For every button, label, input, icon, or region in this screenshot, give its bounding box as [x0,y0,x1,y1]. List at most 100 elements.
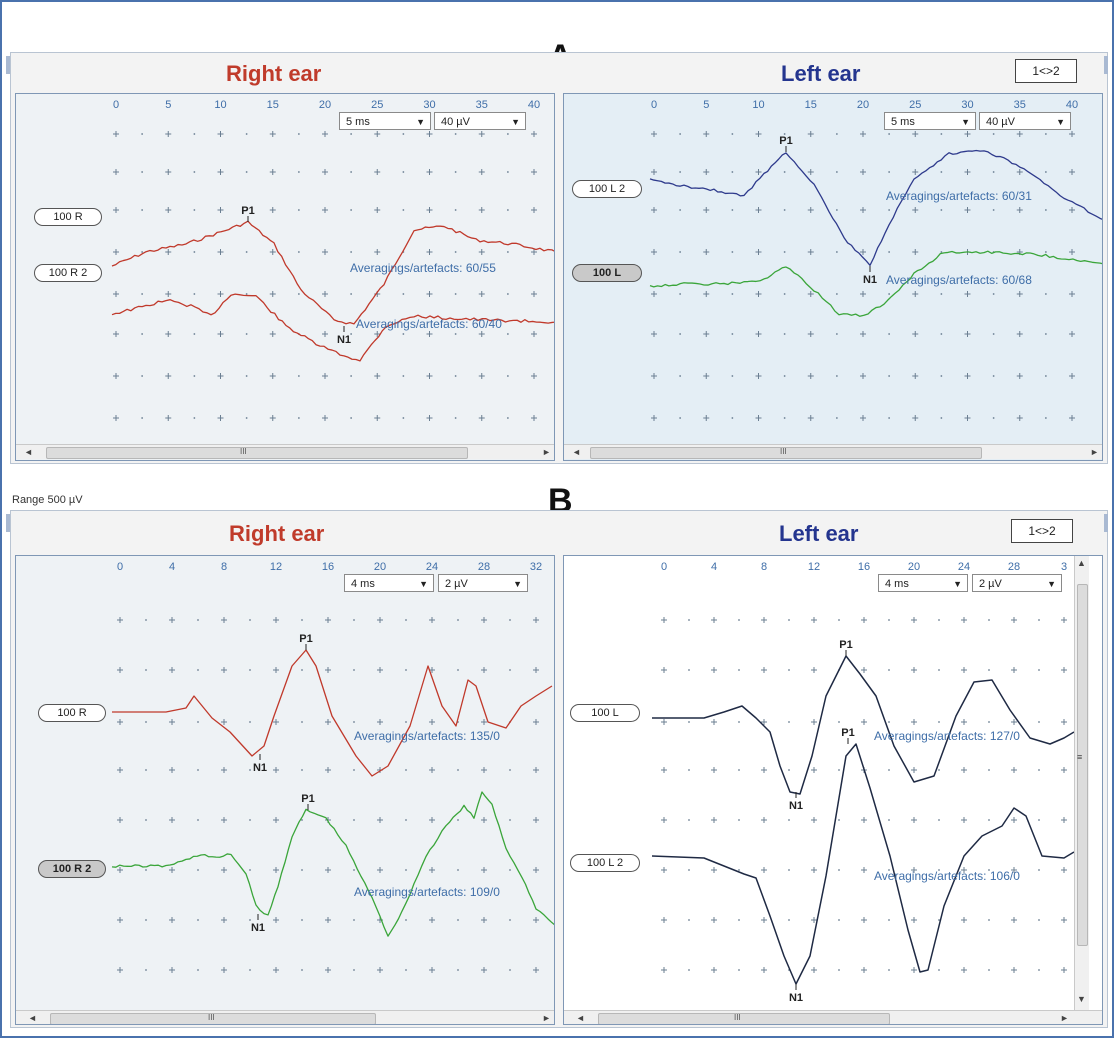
grid-mark [1017,131,1023,137]
section-b-left-vscrollbar[interactable]: ▲ ≡ ▼ [1074,556,1089,1010]
grid-dot [455,209,457,211]
axis-tick-label: 40 [528,99,540,111]
section-b-right-amplitude-select[interactable]: 2 µV ▼ [438,574,528,592]
section-b-left-time-scale-select[interactable]: 4 ms ▼ [878,574,968,592]
grid-mark [479,331,485,337]
grid-dot [402,333,404,335]
grid-mark [808,331,814,337]
grid-mark [429,719,435,725]
arrow-left-icon[interactable]: ◄ [28,1011,37,1025]
section-b-left-channel-1[interactable]: 100 L [570,704,640,722]
arrow-right-icon[interactable]: ► [542,1011,551,1025]
grid-dot [353,919,355,921]
section-b-right-time-scale-select[interactable]: 4 ms ▼ [344,574,434,592]
scrollbar-thumb[interactable] [598,1013,890,1025]
section-a-swap-button[interactable]: 1<>2 [1015,59,1077,83]
grid-dot [455,333,457,335]
grid-mark [221,767,227,773]
section-a-left-amplitude-select[interactable]: 40 µV ▼ [979,112,1071,130]
scrollbar-thumb[interactable] [1077,584,1088,946]
section-b-left-amplitude-select[interactable]: 2 µV ▼ [972,574,1062,592]
grid-dot [836,133,838,135]
grid-mark [912,373,918,379]
section-b-swap-button[interactable]: 1<>2 [1011,519,1073,543]
section-b-right-hscrollbar[interactable]: ◄ III ► [16,1010,555,1025]
grid-mark [661,767,667,773]
grid-mark [860,169,866,175]
grid-dot [249,619,251,621]
grid-mark [1069,169,1075,175]
arrow-left-icon[interactable]: ◄ [572,445,581,459]
axis-tick-label: 30 [961,99,973,111]
arrow-right-icon[interactable]: ► [1060,1011,1069,1025]
trough-marker-n1-bottom: N1 [789,992,803,1004]
grid-dot [738,721,740,723]
peak-marker-p1-top: P1 [299,633,312,645]
grid-mark [169,667,175,673]
grid-mark [273,967,279,973]
section-a-left-time-scale-select[interactable]: 5 ms ▼ [884,112,976,130]
grid-dot [353,619,355,621]
grid-dot [457,669,459,671]
grid-dot [246,417,248,419]
section-b-left-channel-2[interactable]: 100 L 2 [570,854,640,872]
section-a-left-channel-1[interactable]: 100 L 2 [572,180,642,198]
grid-mark [761,617,767,623]
scrollbar-thumb[interactable] [46,447,468,459]
section-b-left-hscrollbar[interactable]: ◄ III ► [564,1010,1103,1025]
grid-dot [298,209,300,211]
grid-dot [507,133,509,135]
grid-mark [1017,331,1023,337]
grid-mark [377,817,383,823]
arrow-down-icon[interactable]: ▼ [1077,994,1086,1004]
grid-mark [218,131,224,137]
grid-mark [811,667,817,673]
section-a-left-channel-2[interactable]: 100 L [572,264,642,282]
grid-mark [651,331,657,337]
grid-dot [350,133,352,135]
grid-dot [145,869,147,871]
grid-dot [249,919,251,921]
grid-dot [457,769,459,771]
scrollbar-grip: III [734,1011,741,1025]
grid-dot [197,819,199,821]
axis-tick-label: 28 [478,561,490,573]
grid-mark [117,967,123,973]
section-a-left-hscrollbar[interactable]: ◄ III ► [564,444,1103,459]
grid-mark [374,207,380,213]
grid-dot [938,619,940,621]
averagings-label-100-r-2: Averagings/artefacts: 60/40 [356,317,502,331]
arrow-left-icon[interactable]: ◄ [24,445,33,459]
grid-mark [481,817,487,823]
grid-mark [533,719,539,725]
arrow-left-icon[interactable]: ◄ [576,1011,585,1025]
grid-mark [761,817,767,823]
grid-mark [273,767,279,773]
grid-dot [836,375,838,377]
grid-mark [912,331,918,337]
arrow-up-icon[interactable]: ▲ [1077,558,1086,568]
grid-dot [405,721,407,723]
axis-tick-label: 5 [165,99,171,111]
grid-mark [325,967,331,973]
section-a-right-channel-2[interactable]: 100 R 2 [34,264,102,282]
arrow-right-icon[interactable]: ► [542,445,551,459]
section-a-right-hscrollbar[interactable]: ◄ III ► [16,444,555,459]
grid-dot [738,619,740,621]
section-b-right-channel-2[interactable]: 100 R 2 [38,860,106,878]
section-a-right-amplitude-select[interactable]: 40 µV ▼ [434,112,526,130]
axis-tick-label: 15 [267,99,279,111]
grid-mark [1011,617,1017,623]
grid-dot [938,969,940,971]
grid-mark [711,719,717,725]
grid-mark [427,169,433,175]
section-b-left-plot: 0 4 8 12 16 20 24 28 3P1N1P1N1Averagings/artefac… [564,556,1103,1025]
grid-dot [788,721,790,723]
arrow-right-icon[interactable]: ► [1090,445,1099,459]
section-a-right-channel-1[interactable]: 100 R [34,208,102,226]
grid-dot [457,969,459,971]
section-a-right-time-scale-select[interactable]: 5 ms ▼ [339,112,431,130]
section-b-right-channel-1[interactable]: 100 R [38,704,106,722]
grid-dot [688,769,690,771]
grid-dot [1038,619,1040,621]
